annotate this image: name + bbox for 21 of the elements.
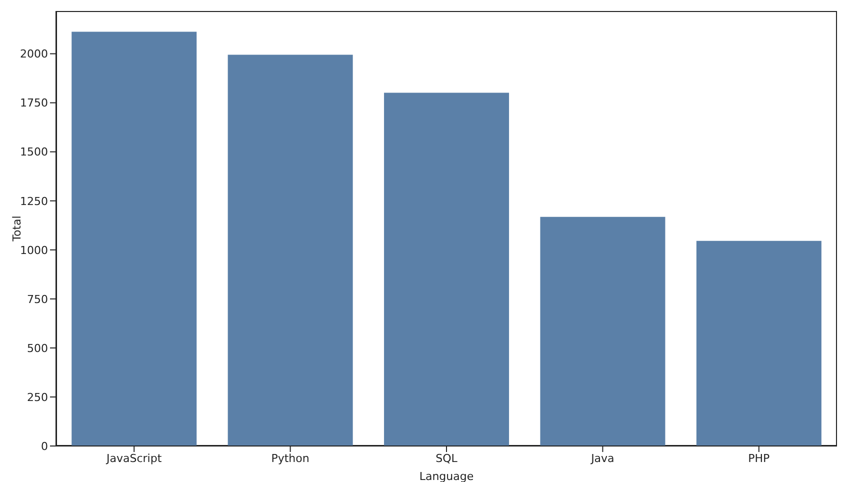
bar — [696, 240, 822, 446]
y-tick-label: 1250 — [20, 194, 48, 208]
y-tick-label: 1000 — [20, 244, 48, 257]
x-tick-label: SQL — [436, 452, 458, 465]
y-tick-label: 0 — [41, 440, 48, 453]
bar — [72, 32, 197, 446]
x-tick-label: PHP — [748, 452, 770, 465]
y-axis-title: Total — [10, 216, 24, 242]
y-tick-label: 250 — [27, 390, 48, 404]
x-tick-label: Java — [590, 452, 614, 465]
y-tick-label: 2000 — [20, 48, 48, 61]
y-tick-label: 750 — [27, 292, 48, 306]
x-axis-title: Language — [419, 470, 474, 482]
y-tick-label: 1500 — [20, 146, 48, 159]
y-tick-label: 1750 — [20, 96, 48, 110]
bar — [228, 54, 353, 446]
x-tick-label: JavaScript — [106, 452, 162, 465]
bar — [384, 92, 510, 446]
bar — [540, 216, 666, 446]
y-tick-label: 500 — [27, 342, 48, 355]
x-tick-label: Python — [271, 452, 310, 465]
